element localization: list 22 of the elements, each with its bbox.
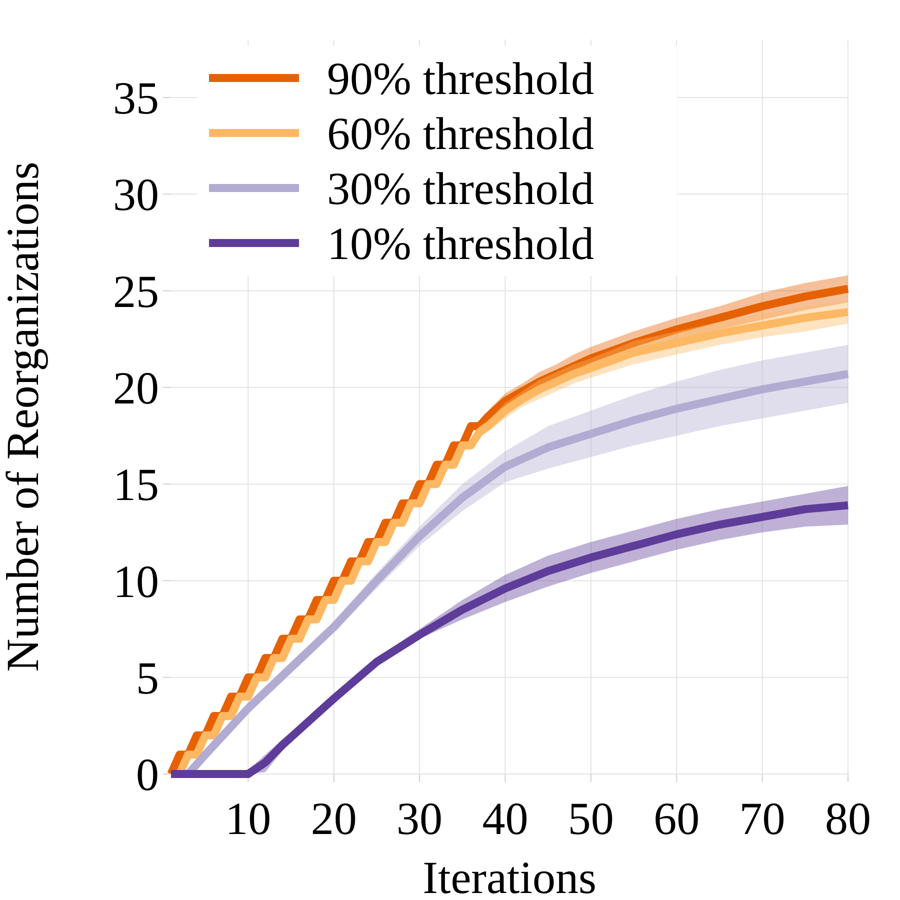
legend-label: 60% threshold: [327, 108, 594, 160]
y-tick-label: 30: [113, 169, 159, 220]
x-tick-label: 20: [310, 793, 357, 844]
y-tick-label: 35: [113, 72, 159, 124]
y-tick-label: 20: [113, 362, 159, 414]
y-axis-title: Number of Reorganizations: [0, 162, 48, 672]
x-tick-label: 40: [482, 793, 528, 844]
legend-label: 30% threshold: [327, 163, 594, 214]
y-tick-label: 0: [136, 749, 159, 800]
x-tick-label: 70: [739, 793, 786, 844]
legend-label: 90% threshold: [327, 53, 594, 104]
x-tick-label: 80: [825, 793, 871, 844]
x-tick-label: 50: [568, 793, 614, 844]
legend-label: 10% threshold: [327, 218, 594, 270]
y-tick-label: 15: [113, 459, 159, 510]
x-tick-label: 30: [396, 793, 443, 844]
y-tick-label: 25: [113, 266, 159, 317]
y-tick-label: 10: [113, 556, 159, 607]
x-tick-label: 60: [654, 793, 700, 844]
x-tick-label: 10: [225, 793, 272, 844]
x-axis-title: Iterations: [422, 852, 596, 900]
y-tick-label: 5: [136, 652, 159, 704]
